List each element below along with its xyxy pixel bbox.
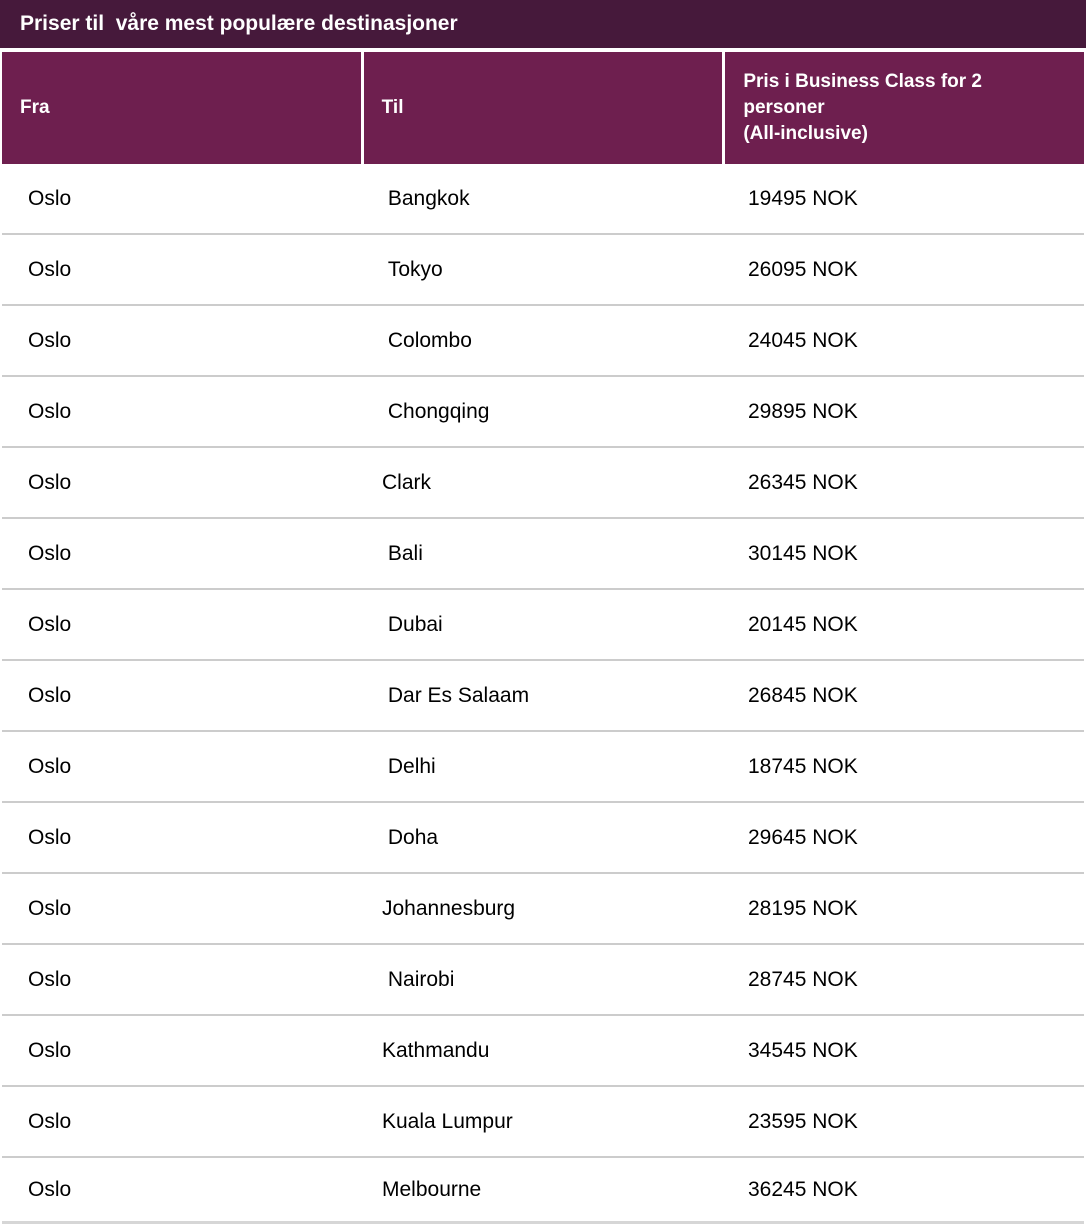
cell-to: Nairobi <box>382 967 455 991</box>
cell-from: Oslo <box>28 186 72 210</box>
cell-from: Oslo <box>28 967 72 991</box>
table-row: Oslo Doha 29645 NOK <box>2 803 1084 874</box>
table-row: Oslo Colombo 24045 NOK <box>2 306 1084 377</box>
cell-to: Tokyo <box>382 257 443 281</box>
cell-to: Johannesburg <box>382 896 516 920</box>
price-table: Fra Til Pris i Business Class for 2 pers… <box>2 52 1085 1224</box>
table-row: Oslo Dubai 20145 NOK <box>2 590 1084 661</box>
cell-to: Dubai <box>382 612 443 636</box>
cell-price: 19495 NOK <box>748 186 858 210</box>
cell-to: Kuala Lumpur <box>382 1109 513 1133</box>
cell-to: Dar Es Salaam <box>382 683 530 707</box>
cell-price: 23595 NOK <box>748 1109 858 1133</box>
cell-price: 29895 NOK <box>748 399 858 423</box>
cell-from: Oslo <box>28 612 72 636</box>
cell-price: 18745 NOK <box>748 754 858 778</box>
page-title: Priser til våre mest populære destinasjo… <box>0 0 1086 48</box>
table-row: Oslo Delhi 18745 NOK <box>2 732 1084 803</box>
cell-from: Oslo <box>28 257 72 281</box>
table-row: Oslo Tokyo 26095 NOK <box>2 235 1084 306</box>
cell-from: Oslo <box>28 328 72 352</box>
table-row: Oslo Dar Es Salaam 26845 NOK <box>2 661 1084 732</box>
cell-price: 20145 NOK <box>748 612 858 636</box>
cell-to: Delhi <box>382 754 436 778</box>
cell-from: Oslo <box>28 1038 72 1062</box>
cell-price: 26095 NOK <box>748 257 858 281</box>
cell-from: Oslo <box>28 541 72 565</box>
cell-to: Kathmandu <box>382 1038 490 1062</box>
cell-price: 30145 NOK <box>748 541 858 565</box>
cell-price: 26845 NOK <box>748 683 858 707</box>
cell-to: Bangkok <box>382 186 470 210</box>
cell-from: Oslo <box>28 1177 72 1201</box>
cell-from: Oslo <box>28 1109 72 1133</box>
cell-from: Oslo <box>28 683 72 707</box>
cell-from: Oslo <box>28 825 72 849</box>
cell-from: Oslo <box>28 470 72 494</box>
table-row: Oslo Melbourne 36245 NOK <box>2 1158 1084 1224</box>
table-row: Oslo Johannesburg 28195 NOK <box>2 874 1084 945</box>
cell-price: 24045 NOK <box>748 328 858 352</box>
cell-to: Colombo <box>382 328 472 352</box>
cell-price: 36245 NOK <box>748 1177 858 1201</box>
cell-from: Oslo <box>28 754 72 778</box>
header-cell-til: Til <box>363 52 723 164</box>
table-row: Oslo Clark 26345 NOK <box>2 448 1084 519</box>
header-cell-fra: Fra <box>2 52 361 164</box>
cell-price: 28745 NOK <box>748 967 858 991</box>
table-header: Fra Til Pris i Business Class for 2 pers… <box>2 52 1085 164</box>
header-cell-pris: Pris i Business Class for 2 personer (Al… <box>725 52 1085 164</box>
cell-to: Melbourne <box>382 1177 482 1201</box>
cell-price: 34545 NOK <box>748 1038 858 1062</box>
cell-to: Doha <box>382 825 439 849</box>
table-body: Oslo Bangkok 19495 NOK Oslo Tokyo 26095 NOK… <box>2 164 1084 1224</box>
cell-to: Bali <box>382 541 423 565</box>
cell-from: Oslo <box>28 399 72 423</box>
table-row: Oslo Bali 30145 NOK <box>2 519 1084 590</box>
table-row: Oslo Kuala Lumpur 23595 NOK <box>2 1087 1084 1158</box>
cell-to: Chongqing <box>382 399 490 423</box>
table-row: Oslo Kathmandu 34545 NOK <box>2 1016 1084 1087</box>
cell-price: 29645 NOK <box>748 825 858 849</box>
cell-price: 26345 NOK <box>748 470 858 494</box>
cell-price: 28195 NOK <box>748 896 858 920</box>
table-row: Oslo Chongqing 29895 NOK <box>2 377 1084 448</box>
table-row: Oslo Nairobi 28745 NOK <box>2 945 1084 1016</box>
table-row: Oslo Bangkok 19495 NOK <box>2 164 1084 235</box>
cell-from: Oslo <box>28 896 72 920</box>
cell-to: Clark <box>382 470 432 494</box>
